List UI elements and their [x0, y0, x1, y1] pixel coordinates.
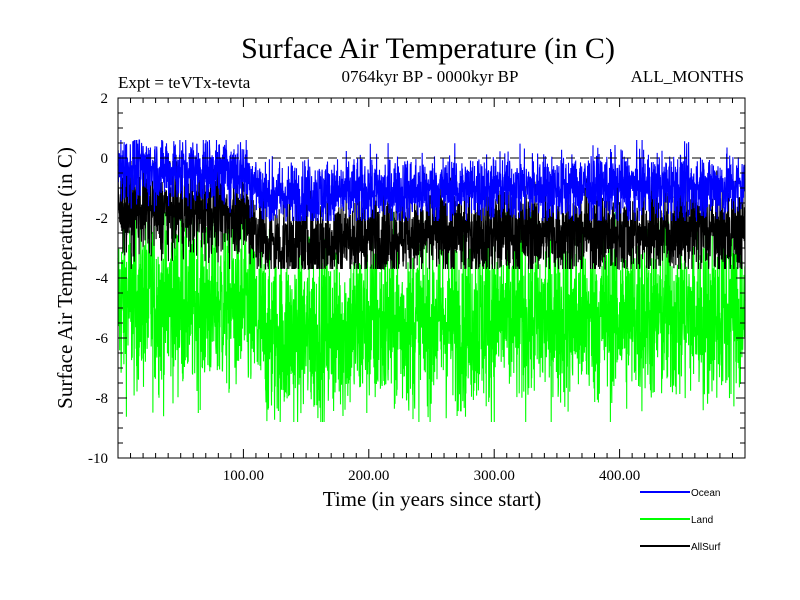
plot-frame: [117, 97, 746, 459]
x-tick-label: 100.00: [223, 468, 264, 484]
y-tick-label: -4: [96, 271, 109, 287]
series-line-allsurf: [117, 160, 746, 270]
y-axis-label: Surface Air Temperature (in C): [53, 147, 77, 409]
legend: Ocean Land AllSurf: [640, 488, 721, 553]
experiment-label: Expt = teVTx-tevta: [118, 73, 251, 92]
y-tick-label: 2: [101, 91, 109, 107]
series-line-land: [117, 211, 746, 423]
x-axis-label: Time (in years since start): [323, 487, 542, 511]
y-tick-label: -6: [96, 331, 109, 347]
plot-area: 2 0 -2 -4 -6 -8 -10 100.00 200.00 300.00 400.00: [88, 91, 746, 484]
legend-label-ocean: Ocean: [691, 488, 720, 499]
legend-label-land: Land: [691, 515, 713, 526]
y-tick-label: -2: [96, 211, 109, 227]
y-tick-label: 0: [101, 151, 109, 167]
legend-item-land: Land: [640, 515, 713, 526]
x-tick-label: 200.00: [348, 468, 389, 484]
y-tick-label: -8: [96, 391, 109, 407]
legend-item-allsurf: AllSurf: [640, 542, 721, 553]
legend-item-ocean: Ocean: [640, 488, 720, 499]
period-label: 0764kyr BP - 0000kyr BP: [342, 67, 519, 86]
x-tick-label: 300.00: [474, 468, 515, 484]
legend-label-allsurf: AllSurf: [691, 542, 721, 553]
x-tick-label: 400.00: [599, 468, 640, 484]
y-tick-label: -10: [88, 451, 108, 467]
chart-title: Surface Air Temperature (in C): [241, 32, 615, 65]
tick-layer: 2 0 -2 -4 -6 -8 -10 100.00 200.00 300.00 400.00: [88, 91, 745, 484]
months-label: ALL_MONTHS: [631, 67, 744, 86]
